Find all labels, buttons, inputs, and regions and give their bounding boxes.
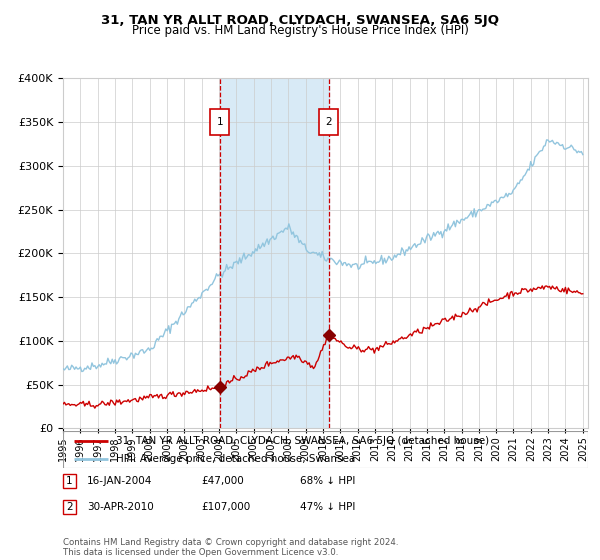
Text: Contains HM Land Registry data © Crown copyright and database right 2024.
This d: Contains HM Land Registry data © Crown c… [63,538,398,557]
Text: 16-JAN-2004: 16-JAN-2004 [87,477,152,486]
Text: 1: 1 [217,117,223,127]
Bar [220,78,329,428]
Text: 2: 2 [66,502,73,511]
Text: 1: 1 [66,477,73,486]
FancyBboxPatch shape [319,109,338,136]
Text: £47,000: £47,000 [201,477,244,486]
Text: £107,000: £107,000 [201,502,250,511]
FancyBboxPatch shape [210,109,229,136]
Text: 47% ↓ HPI: 47% ↓ HPI [300,502,355,511]
Text: HPI: Average price, detached house, Swansea: HPI: Average price, detached house, Swan… [115,454,355,464]
Text: 68% ↓ HPI: 68% ↓ HPI [300,477,355,486]
Text: 31, TAN YR ALLT ROAD, CLYDACH, SWANSEA, SA6 5JQ: 31, TAN YR ALLT ROAD, CLYDACH, SWANSEA, … [101,14,499,27]
Text: 30-APR-2010: 30-APR-2010 [87,502,154,511]
Text: Price paid vs. HM Land Registry's House Price Index (HPI): Price paid vs. HM Land Registry's House … [131,24,469,37]
Text: 2: 2 [325,117,332,127]
Text: 31, TAN YR ALLT ROAD, CLYDACH, SWANSEA, SA6 5JQ (detached house): 31, TAN YR ALLT ROAD, CLYDACH, SWANSEA, … [115,436,488,446]
